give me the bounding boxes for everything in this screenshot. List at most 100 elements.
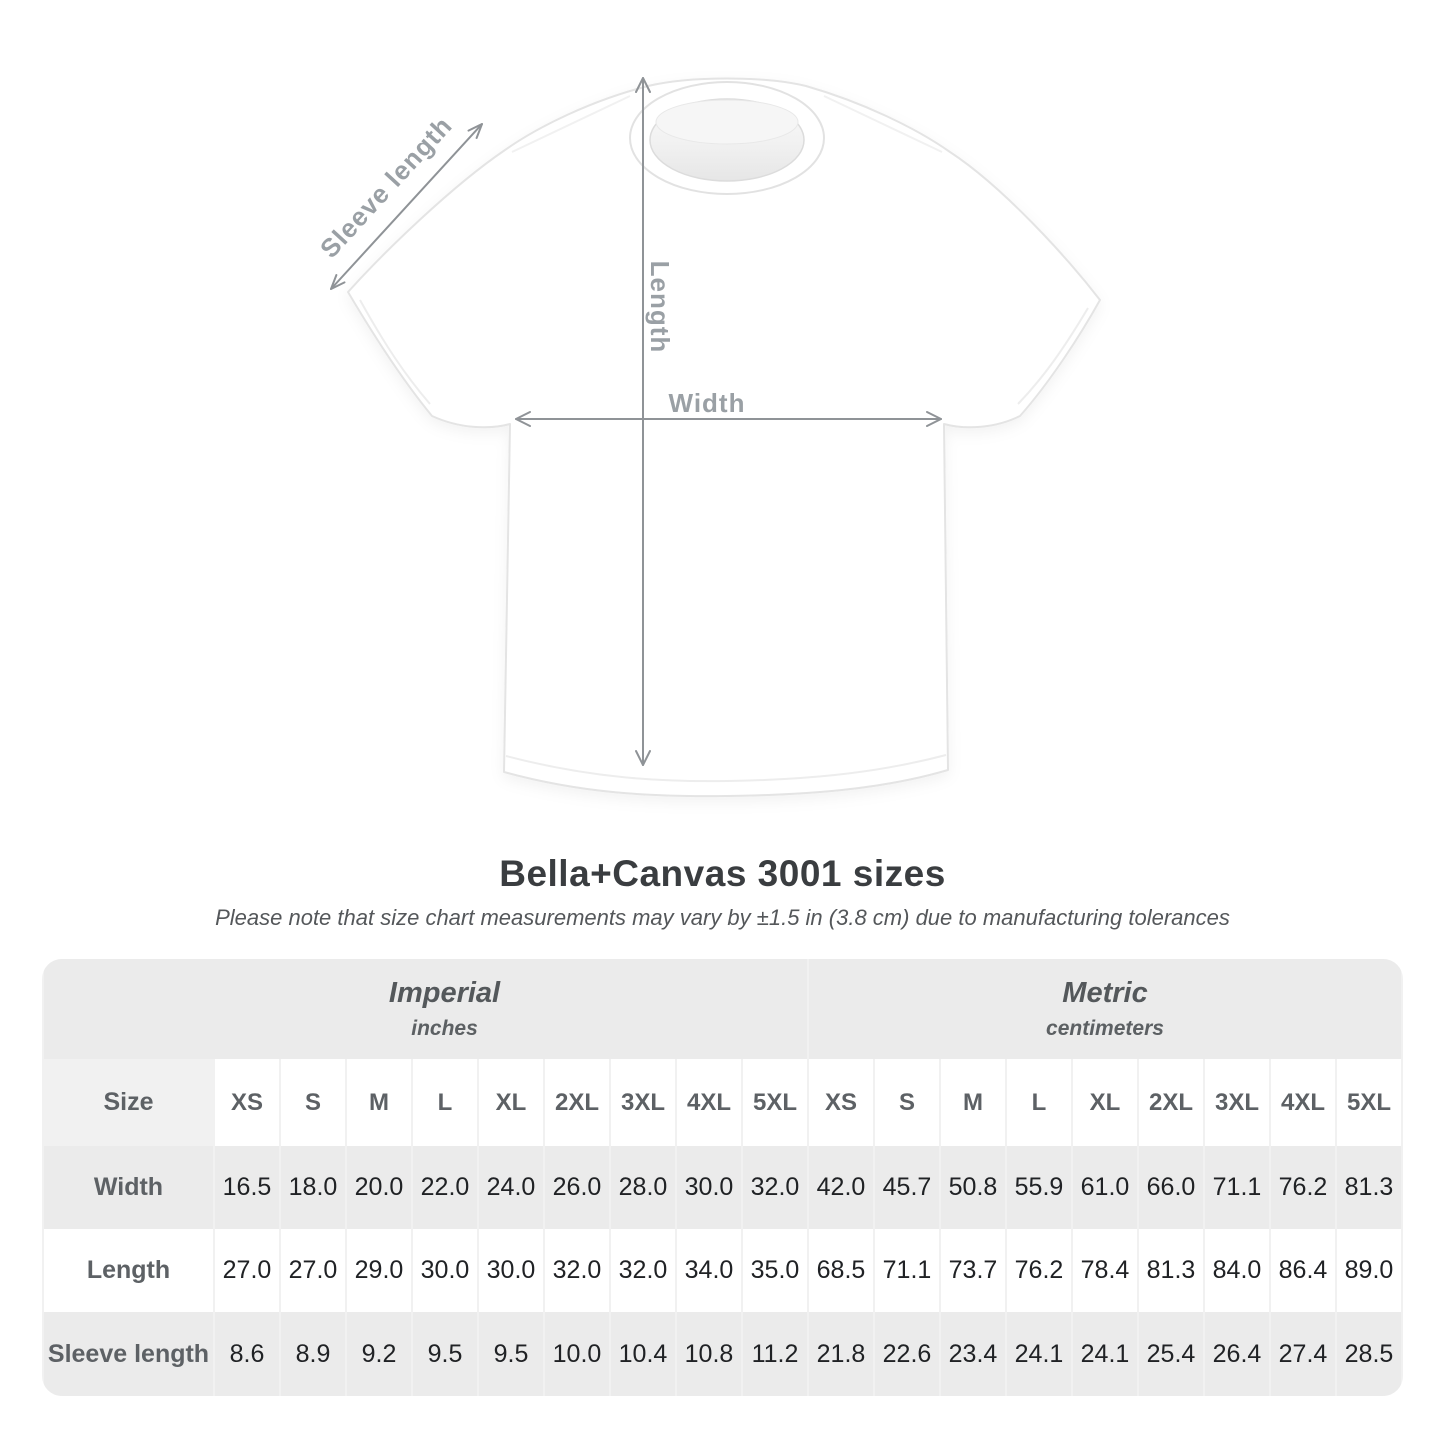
- length-value-cell: 27.0: [215, 1229, 279, 1312]
- sleeve-length-value-cell: 26.4: [1205, 1312, 1269, 1396]
- sleeve-length-value-cell: 8.6: [215, 1312, 279, 1396]
- back-collar: [655, 99, 799, 145]
- size-column-header: XS: [809, 1059, 873, 1146]
- sleeve-length-value-cell: 22.6: [875, 1312, 939, 1396]
- width-value-cell: 16.5: [215, 1146, 279, 1229]
- size-column-header: 4XL: [1271, 1059, 1335, 1146]
- width-value-cell: 66.0: [1139, 1146, 1203, 1229]
- width-value-cell: 50.8: [941, 1146, 1005, 1229]
- tshirt-illustration: [347, 77, 1101, 798]
- length-value-cell: 32.0: [545, 1229, 609, 1312]
- size-column-header: 4XL: [677, 1059, 741, 1146]
- length-value-cell: 73.7: [941, 1229, 1005, 1312]
- size-column-header: XL: [479, 1059, 543, 1146]
- length-value-cell: 71.1: [875, 1229, 939, 1312]
- size-row-label: Size: [103, 1088, 154, 1116]
- length-value-cell: 78.4: [1073, 1229, 1137, 1312]
- size-column-header: XS: [215, 1059, 279, 1146]
- width-value-cell: 28.0: [611, 1146, 675, 1229]
- tshirt-measurement-diagram: Sleeve length Length Width: [314, 77, 1101, 798]
- imperial-label: Imperial: [388, 977, 501, 1009]
- imperial-unit-label: inches: [411, 1017, 478, 1040]
- size-column-header: 5XL: [743, 1059, 807, 1146]
- size-column-header: S: [875, 1059, 939, 1146]
- tolerance-note: Please note that size chart measurements…: [215, 905, 1230, 930]
- length-value-cell: 76.2: [1007, 1229, 1071, 1312]
- size-column-header: 3XL: [611, 1059, 675, 1146]
- sleeve-length-value-cell: 10.0: [545, 1312, 609, 1396]
- metric-label: Metric: [1062, 977, 1148, 1009]
- sleeve-length-value-cell: 9.2: [347, 1312, 411, 1396]
- length-value-cell: 30.0: [479, 1229, 543, 1312]
- length-value-cell: 86.4: [1271, 1229, 1335, 1312]
- length-value-cell: 81.3: [1139, 1229, 1203, 1312]
- size-column-header: 5XL: [1337, 1059, 1401, 1146]
- length-row: Length 27.0 27.0 29.0 30.0 30.0 32.0 32.0 34.0 3…: [44, 1229, 1401, 1312]
- width-value-cell: 81.3: [1337, 1146, 1401, 1229]
- width-row-label: Width: [44, 1146, 213, 1229]
- size-column-header: 3XL: [1205, 1059, 1269, 1146]
- metric-unit-label: centimeters: [1046, 1017, 1164, 1040]
- imperial-group-header: Imperial inches: [44, 959, 807, 1059]
- sleeve-length-value-cell: 24.1: [1007, 1312, 1071, 1396]
- metric-group-header: Metric centimeters: [809, 959, 1401, 1059]
- width-value-cell: 30.0: [677, 1146, 741, 1229]
- size-column-header: L: [413, 1059, 477, 1146]
- sleeve-length-row-label: Sleeve length: [44, 1312, 213, 1396]
- length-value-cell: 29.0: [347, 1229, 411, 1312]
- width-value-cell: 20.0: [347, 1146, 411, 1229]
- size-column-header: M: [347, 1059, 411, 1146]
- width-value-cell: 61.0: [1073, 1146, 1137, 1229]
- size-column-header: L: [1007, 1059, 1071, 1146]
- sleeve-length-value-cell: 25.4: [1139, 1312, 1203, 1396]
- length-value-cell: 32.0: [611, 1229, 675, 1312]
- length-value-cell: 89.0: [1337, 1229, 1401, 1312]
- sleeve-length-value-cell: 8.9: [281, 1312, 345, 1396]
- length-value-cell: 84.0: [1205, 1229, 1269, 1312]
- length-value-cell: 27.0: [281, 1229, 345, 1312]
- width-value-cell: 26.0: [545, 1146, 609, 1229]
- size-column-header: M: [941, 1059, 1005, 1146]
- sleeve-length-value-cell: 10.4: [611, 1312, 675, 1396]
- width-value-cell: 18.0: [281, 1146, 345, 1229]
- page-title: Bella+Canvas 3001 sizes: [499, 853, 946, 894]
- title-block: Bella+Canvas 3001 sizes Please note that…: [0, 853, 1445, 931]
- size-chart: Imperial inches Metric centimeters Size …: [42, 959, 1403, 1396]
- length-value-cell: 68.5: [809, 1229, 873, 1312]
- sleeve-length-value-cell: 27.4: [1271, 1312, 1335, 1396]
- length-value-cell: 35.0: [743, 1229, 807, 1312]
- sleeve-length-value-cell: 11.2: [743, 1312, 807, 1396]
- width-value-cell: 24.0: [479, 1146, 543, 1229]
- length-value-cell: 34.0: [677, 1229, 741, 1312]
- width-arrow: [515, 411, 942, 427]
- width-value-cell: 55.9: [1007, 1146, 1071, 1229]
- width-row: Width 16.5 18.0 20.0 22.0 24.0 26.0 28.0 30.0 32…: [44, 1146, 1401, 1229]
- width-value-cell: 71.1: [1205, 1146, 1269, 1229]
- sleeve-length-value-cell: 24.1: [1073, 1312, 1137, 1396]
- sleeve-length-value-cell: 28.5: [1337, 1312, 1401, 1396]
- sleeve-length-row: Sleeve length 8.6 8.9 9.2 9.5 9.5 10.0 10.4 10.…: [44, 1312, 1401, 1396]
- width-value-cell: 22.0: [413, 1146, 477, 1229]
- width-label: Width: [669, 388, 746, 418]
- length-arrow: [635, 77, 651, 766]
- size-column-header: 2XL: [1139, 1059, 1203, 1146]
- sleeve-length-arrow: [330, 123, 483, 290]
- sleeve-length-value-cell: 9.5: [479, 1312, 543, 1396]
- sleeve-length-value-cell: 23.4: [941, 1312, 1005, 1396]
- width-value-cell: 45.7: [875, 1146, 939, 1229]
- width-value-cell: 32.0: [743, 1146, 807, 1229]
- sleeve-length-value-cell: 10.8: [677, 1312, 741, 1396]
- length-row-label: Length: [44, 1229, 213, 1312]
- unit-group-row: Imperial inches Metric centimeters: [44, 959, 1401, 1059]
- size-column-header: S: [281, 1059, 345, 1146]
- length-label: Length: [645, 261, 675, 354]
- size-table: Imperial inches Metric centimeters Size …: [42, 959, 1403, 1396]
- sleeve-length-value-cell: 21.8: [809, 1312, 873, 1396]
- size-column-header: 2XL: [545, 1059, 609, 1146]
- width-value-cell: 42.0: [809, 1146, 873, 1229]
- sleeve-length-value-cell: 9.5: [413, 1312, 477, 1396]
- size-header-row: Size XS S M L XL 2XL 3XL 4XL 5XL XS S M L XL 2XL 3XL 4XL…: [44, 1059, 1401, 1146]
- width-value-cell: 76.2: [1271, 1146, 1335, 1229]
- size-column-header: XL: [1073, 1059, 1137, 1146]
